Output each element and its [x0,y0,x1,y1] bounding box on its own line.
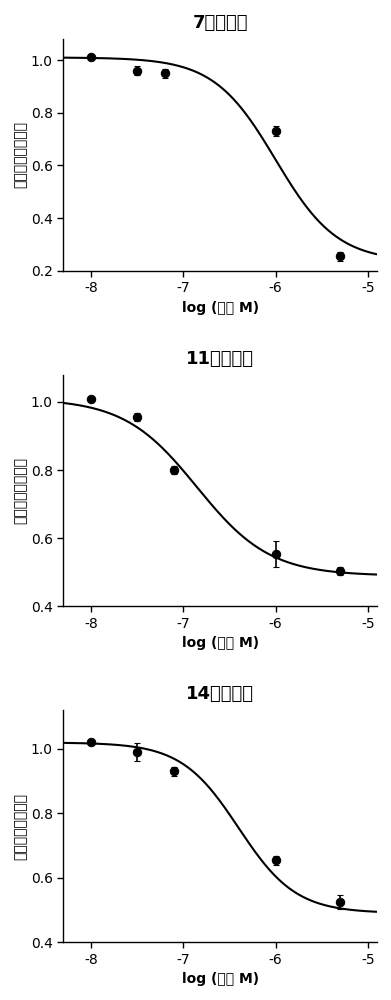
X-axis label: log (浓度 M): log (浓度 M) [181,972,259,986]
Y-axis label: 荧光素酶相对活性: 荧光素酶相对活性 [14,121,28,188]
Title: 11号化合物: 11号化合物 [186,350,254,368]
X-axis label: log (浓度 M): log (浓度 M) [181,636,259,650]
Y-axis label: 荧光素酶相对活性: 荧光素酶相对活性 [14,793,28,860]
Title: 14号化合物: 14号化合物 [186,685,254,703]
X-axis label: log (浓度 M): log (浓度 M) [181,301,259,315]
Title: 7号化合物: 7号化合物 [192,14,248,32]
Y-axis label: 荧光素酶相对活性: 荧光素酶相对活性 [14,457,28,524]
